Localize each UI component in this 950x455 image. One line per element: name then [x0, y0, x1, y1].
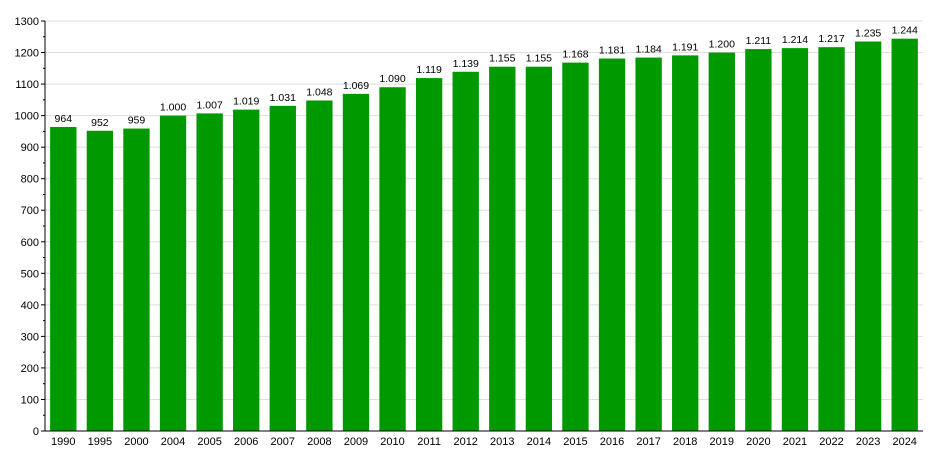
x-tick-label: 2014: [527, 436, 551, 448]
bar: [781, 48, 809, 431]
x-tick-label: 2006: [234, 436, 258, 448]
x-tick-label: 2017: [636, 436, 660, 448]
y-tick-label: 800: [21, 174, 39, 186]
bar: [269, 105, 296, 431]
x-tick-label: 2012: [453, 436, 477, 448]
y-tick-label: 300: [21, 331, 39, 343]
bar-value-label: 959: [128, 115, 146, 127]
axes: 0 100 200 300 400 500 600 700 800 900 1000 1100 1200…: [15, 16, 923, 448]
x-tick-label: 2005: [197, 436, 221, 448]
y-tick-label: 1300: [15, 16, 39, 28]
y-tick-label: 1200: [15, 48, 39, 60]
bar-value-label: 952: [91, 117, 109, 129]
x-tick-label: 2016: [600, 436, 624, 448]
bar: [50, 126, 77, 431]
bar: [123, 128, 150, 432]
y-tick-label: 600: [21, 237, 39, 249]
x-tick-label: 2010: [380, 436, 404, 448]
bar: [489, 66, 516, 431]
bar-value-label: 1.168: [562, 49, 588, 61]
bar: [86, 130, 114, 431]
x-tick-label: 2022: [819, 436, 843, 448]
bar-value-label: 1.155: [489, 53, 515, 65]
bar: [159, 115, 187, 431]
bar: [342, 93, 370, 431]
x-tick-label: 2000: [124, 436, 148, 448]
x-tick-label: 2018: [673, 436, 697, 448]
x-tick-label: 2020: [746, 436, 770, 448]
x-tick-label: 2008: [307, 436, 331, 448]
bar-value-label: 1.069: [343, 80, 369, 92]
bar-value-label: 1.235: [855, 28, 881, 40]
x-tick-label: 2015: [563, 436, 587, 448]
bar-value-label: 1.200: [709, 39, 735, 51]
x-tick-label: 2004: [161, 436, 185, 448]
bar: [196, 113, 223, 432]
y-tick-label: 200: [21, 363, 39, 375]
x-tick-label: 2021: [783, 436, 807, 448]
bar-value-label: 1.019: [233, 96, 259, 108]
x-tick-label: 1995: [88, 436, 112, 448]
bar: [745, 49, 772, 432]
bar: [452, 71, 479, 432]
bar-value-label: 1.181: [599, 45, 625, 57]
x-tick-label: 2019: [710, 436, 734, 448]
x-tick-label: 2013: [490, 436, 514, 448]
bar-value-label: 1.139: [453, 58, 479, 70]
bar: [708, 52, 735, 432]
gridlines: [45, 20, 923, 400]
x-tick-label: 2007: [271, 436, 295, 448]
bar-value-label: 1.031: [270, 92, 296, 104]
bar-value-label: 1.244: [892, 25, 918, 37]
x-tick-label: 2024: [892, 436, 916, 448]
x-tick-label: 1990: [51, 436, 75, 448]
bar-value-label: 1.217: [818, 33, 844, 45]
y-tick-label: 1100: [15, 79, 39, 91]
bar-value-label: 1.000: [160, 102, 186, 114]
bar-value-label: 1.211: [746, 35, 772, 47]
bar: [415, 78, 443, 431]
x-tick-label: 2011: [417, 436, 441, 448]
y-tick-label: 400: [21, 300, 39, 312]
bar-value-label: 1.191: [672, 41, 698, 53]
bar: [233, 109, 260, 431]
bar-value-label: 1.184: [635, 44, 661, 56]
y-tick-label: 700: [21, 205, 39, 217]
x-tick-label: 2023: [856, 436, 880, 448]
bar: [525, 66, 553, 431]
bar-value-label: 1.007: [196, 99, 222, 111]
bar-value-label: 964: [55, 113, 73, 125]
bar-value-label: 1.214: [782, 34, 808, 46]
bar: [635, 57, 662, 431]
y-tick-label: 500: [21, 268, 39, 280]
bar: [598, 58, 626, 432]
y-tick-label: 1000: [15, 111, 39, 123]
value-labels: 964 952 959 1.000 1.007 1.019 1.031 1.048 1.069 1…: [55, 25, 918, 129]
bar-value-label: 1.090: [379, 73, 405, 85]
bar: [306, 100, 333, 431]
bar: [891, 38, 918, 432]
bar: [562, 62, 589, 431]
bar: [379, 87, 406, 431]
bar: [854, 41, 882, 431]
bar-value-label: 1.155: [526, 53, 552, 65]
x-tick-label: 2009: [344, 436, 368, 448]
bar: [818, 47, 845, 432]
bar: [672, 55, 699, 431]
y-tick-label: 0: [33, 426, 39, 438]
bar-value-label: 1.048: [306, 86, 332, 98]
y-tick-label: 900: [21, 142, 39, 154]
y-tick-label: 100: [21, 394, 39, 406]
bars: [50, 38, 918, 432]
bar-value-label: 1.119: [416, 64, 442, 76]
